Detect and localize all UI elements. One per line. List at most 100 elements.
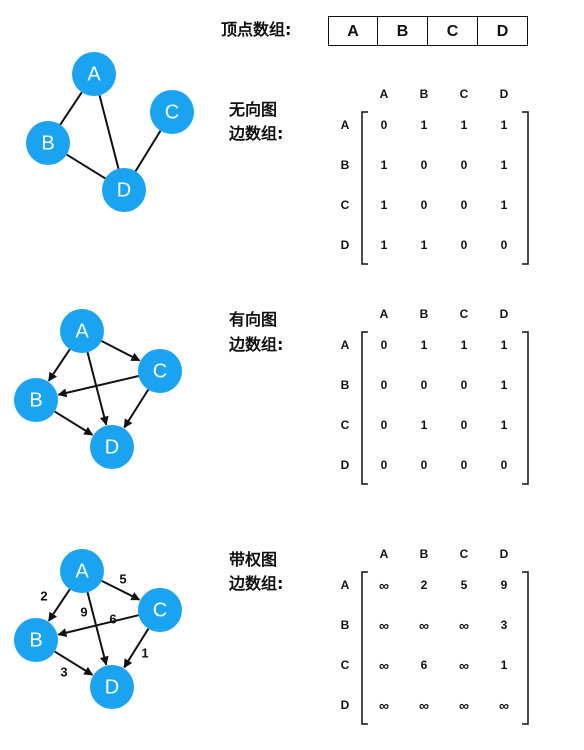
node-label-d: D (105, 436, 119, 458)
matrix-cell: 1 (421, 418, 428, 432)
edge-weight-label: 3 (60, 664, 67, 679)
matrix-cell: 0 (461, 198, 468, 212)
edge-c-b (57, 375, 139, 398)
matrix-col-header: B (420, 307, 429, 321)
matrix-row-header: C (341, 198, 350, 212)
matrix-cell: 0 (381, 458, 388, 472)
matrix-cell: ∞ (379, 698, 389, 714)
matrix-cell: 1 (461, 118, 468, 132)
vertex-array: A B C D (328, 0, 528, 50)
matrix-cell: 1 (501, 418, 508, 432)
node-label-b: B (41, 132, 54, 154)
matrix-cell: 1 (421, 338, 428, 352)
edge-b-d (54, 410, 94, 436)
edge-c-d (134, 130, 162, 172)
matrix-cell: ∞ (379, 578, 389, 594)
matrix-row-header: C (341, 418, 350, 432)
matrix-cell: 0 (421, 158, 428, 172)
matrix-right-bracket (522, 331, 529, 485)
vertex-cell: B (378, 16, 428, 46)
node-label-d: D (117, 179, 131, 201)
edge-a-d (98, 95, 120, 169)
matrix-row-header: B (341, 378, 350, 392)
matrix-cell: ∞ (459, 658, 469, 674)
matrix-cell: 0 (461, 238, 468, 252)
node-c (138, 588, 182, 632)
undirected-title: 无向图 (229, 100, 278, 119)
edge-weight-label: 2 (40, 588, 47, 603)
matrix-row-header: A (341, 338, 350, 352)
edge-a-b (47, 588, 71, 622)
matrix-col-header: A (380, 307, 389, 321)
matrix-cell: 5 (461, 578, 468, 592)
matrix-right-bracket (522, 571, 529, 725)
edge-weight-label: 9 (80, 604, 87, 619)
matrix-row-header: B (341, 158, 350, 172)
matrix-cell: ∞ (379, 658, 389, 674)
matrix-row-header: D (341, 698, 350, 712)
matrix-cell: 1 (501, 378, 508, 392)
weighted-title: 带权图 (229, 550, 278, 569)
directed-title: 有向图 (229, 310, 278, 329)
matrix-cell: 2 (421, 578, 428, 592)
node-c (138, 349, 182, 393)
matrix-cell: 0 (381, 338, 388, 352)
matrix-cell: ∞ (459, 618, 469, 634)
matrix-cell: 3 (501, 618, 508, 632)
matrix-cell: ∞ (419, 618, 429, 634)
edge-a-c (101, 340, 141, 362)
node-b (14, 618, 58, 662)
matrix-cell: 0 (381, 418, 388, 432)
matrix-cell: 1 (381, 158, 388, 172)
matrix-col-header: A (380, 87, 389, 101)
matrix-left-bracket (361, 571, 368, 725)
node-a (60, 549, 104, 593)
matrix-cell: 1 (421, 118, 428, 132)
matrix-col-header: D (500, 307, 509, 321)
matrix-col-header: A (380, 547, 389, 561)
node-b (14, 378, 58, 422)
matrix-cell: 1 (501, 158, 508, 172)
node-label-a: A (87, 63, 101, 85)
matrix-cell: 9 (501, 578, 508, 592)
matrix-col-header: B (420, 87, 429, 101)
vertex-cell: C (428, 16, 478, 46)
matrix-row-header: C (341, 658, 350, 672)
edge-c-d (123, 628, 150, 669)
matrix-cell: 0 (381, 118, 388, 132)
node-label-a: A (75, 320, 89, 342)
matrix-cell: 0 (461, 458, 468, 472)
matrix-cell: 6 (421, 658, 428, 672)
edge-a-b (59, 91, 83, 126)
matrix-cell: 1 (501, 198, 508, 212)
vertex-cell: D (478, 16, 528, 46)
matrix-col-header: C (460, 87, 469, 101)
matrix-cell: ∞ (379, 618, 389, 634)
matrix-col-header: B (420, 547, 429, 561)
edge-a-d (86, 352, 109, 426)
matrix-col-header: C (460, 547, 469, 561)
undirected-subtitle: 边数组: (229, 124, 284, 143)
edge-a-d (86, 592, 109, 666)
node-c (150, 90, 194, 134)
matrix-cell: ∞ (459, 698, 469, 714)
vertex-cell: A (328, 16, 378, 46)
matrix-cell: 0 (461, 418, 468, 432)
node-d (90, 665, 134, 709)
matrix-col-header: D (500, 87, 509, 101)
matrix-col-header: C (460, 307, 469, 321)
node-label-c: C (153, 360, 167, 382)
matrix-cell: 1 (381, 238, 388, 252)
matrix-cell: 1 (421, 238, 428, 252)
matrix-cell: 0 (501, 238, 508, 252)
node-label-b: B (29, 629, 42, 651)
edge-c-b (57, 614, 139, 638)
weighted-subtitle: 边数组: (229, 574, 284, 593)
edge-a-b (47, 348, 71, 382)
node-label-c: C (165, 101, 179, 123)
matrix-right-bracket (522, 111, 529, 265)
matrix-cell: 0 (421, 458, 428, 472)
matrix-row-header: B (341, 618, 350, 632)
matrix-row-header: A (341, 118, 350, 132)
